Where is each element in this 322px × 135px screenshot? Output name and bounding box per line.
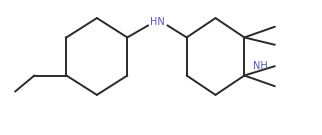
Text: NH: NH: [253, 61, 268, 71]
Text: HN: HN: [150, 17, 165, 27]
